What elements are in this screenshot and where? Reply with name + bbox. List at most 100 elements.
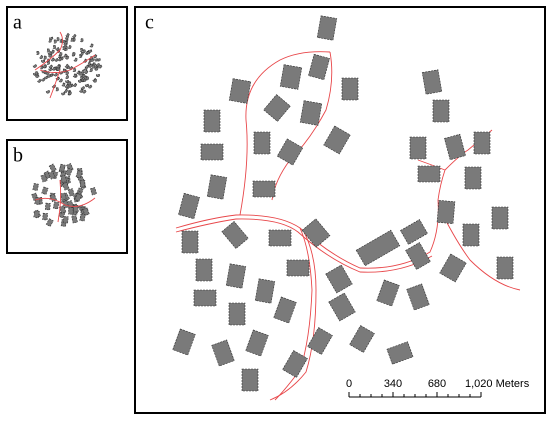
building bbox=[79, 88, 84, 94]
building bbox=[409, 136, 427, 160]
building bbox=[87, 84, 93, 89]
building bbox=[82, 74, 86, 79]
building bbox=[77, 79, 83, 83]
building bbox=[67, 91, 73, 96]
building bbox=[79, 213, 86, 222]
building bbox=[65, 55, 70, 61]
building bbox=[42, 212, 48, 221]
building bbox=[48, 64, 54, 69]
roads bbox=[34, 31, 96, 99]
building bbox=[58, 78, 64, 84]
building bbox=[32, 64, 38, 69]
building bbox=[82, 89, 87, 95]
building bbox=[206, 174, 228, 200]
building bbox=[464, 166, 482, 190]
building bbox=[56, 67, 61, 71]
building bbox=[341, 77, 359, 101]
building bbox=[79, 180, 86, 188]
building bbox=[88, 49, 93, 53]
building bbox=[58, 205, 67, 214]
building bbox=[462, 223, 480, 247]
building bbox=[32, 182, 39, 191]
building bbox=[221, 221, 249, 249]
building bbox=[225, 263, 247, 289]
building bbox=[406, 283, 430, 311]
building bbox=[91, 64, 96, 69]
scale-bar: 0 340 680 1,020 Meters bbox=[346, 378, 530, 398]
building bbox=[308, 53, 330, 81]
building bbox=[58, 51, 63, 57]
road bbox=[239, 51, 331, 216]
building bbox=[325, 264, 353, 294]
building bbox=[61, 92, 66, 96]
building bbox=[46, 60, 50, 65]
building bbox=[46, 48, 50, 53]
building bbox=[73, 57, 79, 63]
building bbox=[245, 329, 269, 357]
building bbox=[90, 187, 97, 196]
building bbox=[228, 302, 246, 326]
building bbox=[307, 327, 333, 355]
building bbox=[53, 72, 59, 77]
building bbox=[60, 192, 67, 201]
building bbox=[50, 49, 56, 55]
building bbox=[181, 230, 199, 254]
building bbox=[496, 256, 514, 280]
building bbox=[41, 186, 49, 195]
scale-label: 340 bbox=[384, 378, 402, 390]
building bbox=[473, 131, 491, 155]
building bbox=[286, 259, 310, 277]
building bbox=[62, 46, 66, 51]
building bbox=[42, 64, 47, 69]
building bbox=[67, 188, 75, 197]
building bbox=[491, 206, 509, 230]
building bbox=[62, 182, 70, 191]
building bbox=[79, 75, 84, 81]
building bbox=[43, 55, 48, 60]
building bbox=[84, 83, 90, 88]
building bbox=[67, 44, 73, 50]
building bbox=[36, 51, 40, 55]
buildings bbox=[31, 163, 97, 227]
building bbox=[51, 66, 57, 72]
building bbox=[56, 64, 61, 69]
building bbox=[301, 218, 331, 248]
road bbox=[274, 227, 313, 401]
building bbox=[85, 76, 90, 81]
building bbox=[50, 57, 56, 62]
building bbox=[400, 219, 428, 245]
building bbox=[67, 81, 72, 86]
building bbox=[80, 69, 86, 74]
building bbox=[200, 143, 224, 161]
building bbox=[432, 99, 450, 123]
roads bbox=[175, 51, 521, 401]
building bbox=[94, 58, 99, 62]
building bbox=[64, 83, 70, 89]
building bbox=[72, 33, 77, 39]
building bbox=[46, 74, 52, 79]
building bbox=[252, 180, 276, 198]
building bbox=[71, 215, 78, 224]
building bbox=[88, 63, 93, 69]
building bbox=[41, 77, 46, 83]
building bbox=[41, 59, 46, 63]
building bbox=[68, 207, 74, 215]
building bbox=[273, 296, 297, 324]
panel-label: a bbox=[13, 12, 22, 34]
building bbox=[74, 192, 83, 202]
building bbox=[71, 51, 77, 57]
building bbox=[203, 109, 221, 133]
building bbox=[439, 253, 467, 283]
building bbox=[80, 51, 85, 57]
building bbox=[386, 341, 414, 365]
building bbox=[241, 368, 259, 392]
panel-label: b bbox=[13, 145, 23, 167]
building bbox=[82, 207, 90, 216]
panel-label: c bbox=[145, 12, 154, 34]
building bbox=[417, 165, 441, 183]
building bbox=[59, 163, 66, 172]
buildings bbox=[172, 15, 514, 392]
road bbox=[271, 51, 333, 201]
panel-c-frame bbox=[134, 6, 546, 414]
